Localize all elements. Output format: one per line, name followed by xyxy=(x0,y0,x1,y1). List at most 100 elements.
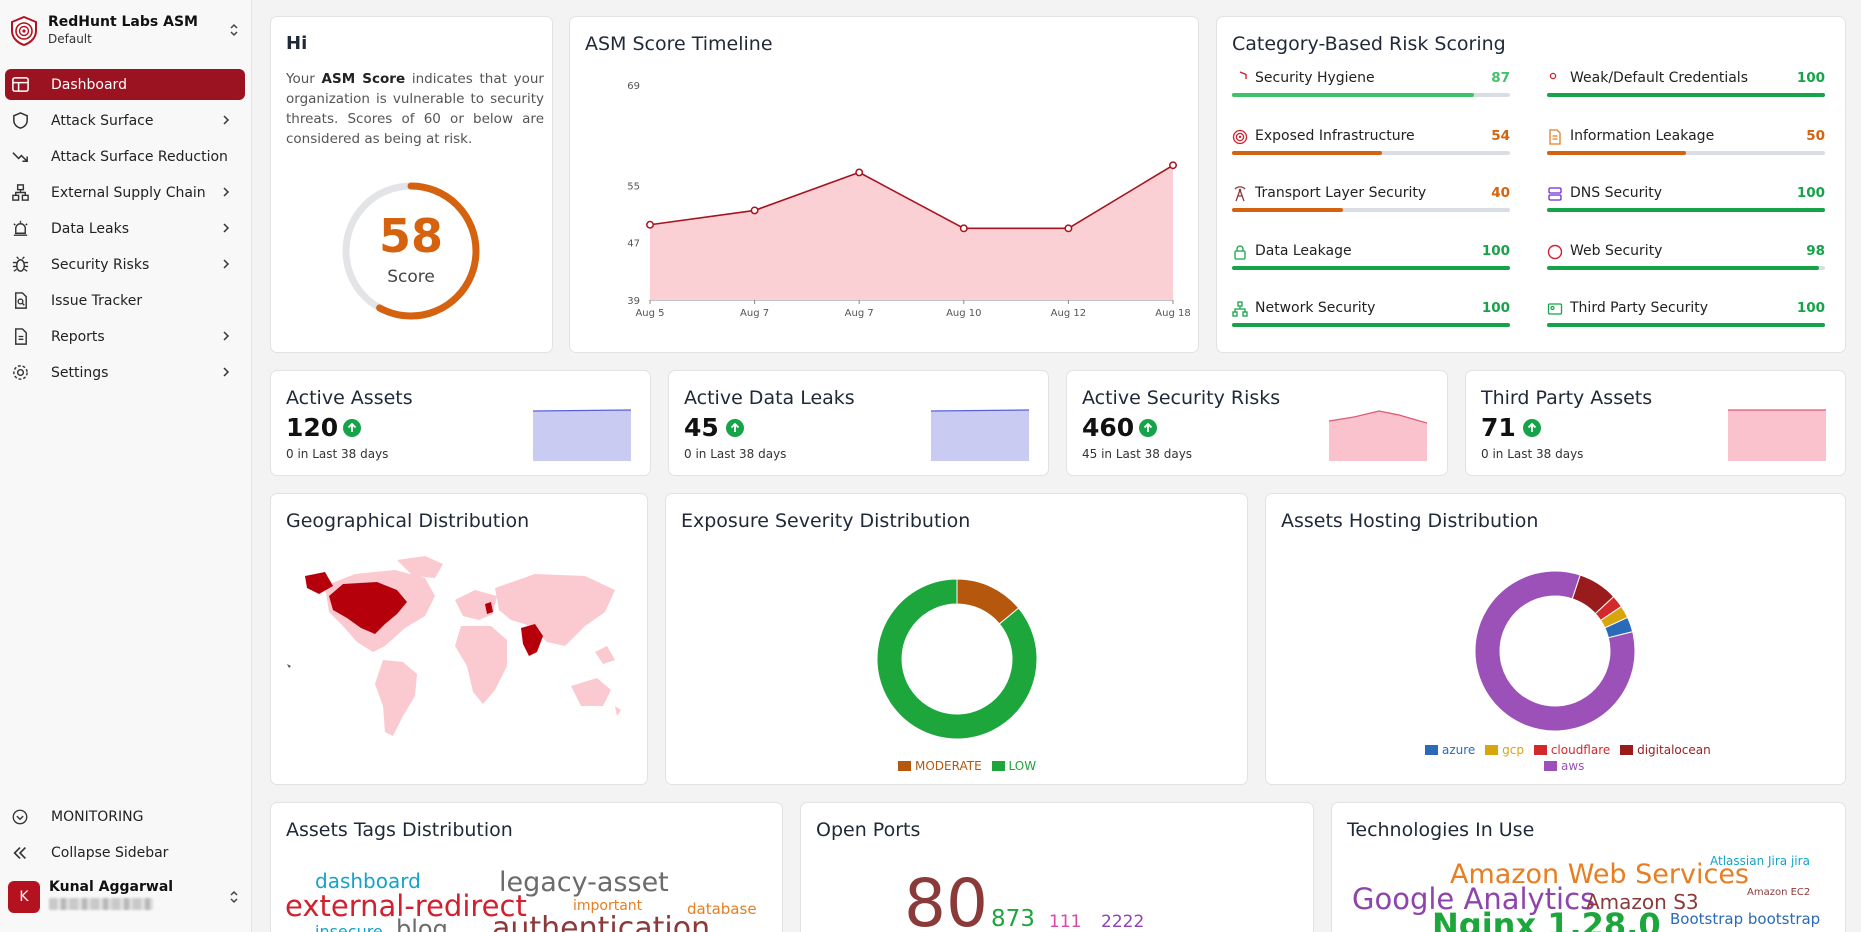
hosting-legend-row2: aws xyxy=(1544,759,1590,774)
sidebar-item-dashboard[interactable]: Dashboard xyxy=(5,69,245,100)
sparkline-area xyxy=(1728,410,1826,461)
network-icon xyxy=(1232,301,1248,317)
brand-name: RedHunt Labs ASM xyxy=(48,14,198,30)
tag-word[interactable]: authentication xyxy=(492,911,711,932)
tag-word[interactable]: external-redirect xyxy=(285,889,527,923)
tech-word[interactable]: Atlassian Jira jira xyxy=(1710,854,1810,868)
donut-slice-azure xyxy=(1604,616,1634,639)
exposure-severity-card: Exposure Severity Distribution MODERATE … xyxy=(665,493,1248,785)
sidebar-nav: Dashboard Attack Surface Attack Surface … xyxy=(5,69,245,393)
sidebar-item-data-leaks[interactable]: Data Leaks xyxy=(5,213,245,244)
gear-icon xyxy=(11,363,39,383)
stat-card-third-party-assets[interactable]: Third Party Assets 71 0 in Last 38 days xyxy=(1465,370,1846,476)
tech-word[interactable]: Amazon Web Services xyxy=(1450,859,1750,890)
stat-title: Active Data Leaks xyxy=(684,387,855,409)
risk-category-score: 40 xyxy=(1491,185,1510,201)
exposure-title: Exposure Severity Distribution xyxy=(681,510,971,532)
sidebar-item-label: Issue Tracker xyxy=(51,292,143,309)
port-word[interactable]: 111 xyxy=(1049,912,1082,932)
stat-card-active-data-leaks[interactable]: Active Data Leaks 45 0 in Last 38 days xyxy=(668,370,1049,476)
sidebar-item-attack-surface-reduction[interactable]: Attack Surface Reduction xyxy=(5,141,245,172)
risk-category-dns-security[interactable]: DNS Security 100 xyxy=(1547,184,1825,224)
timeline-title: ASM Score Timeline xyxy=(585,33,773,55)
stat-title: Active Security Risks xyxy=(1082,387,1281,409)
tag-word[interactable]: dashboard xyxy=(315,869,421,893)
risk-score-bar-fill xyxy=(1547,323,1825,327)
risk-category-information-leakage[interactable]: Information Leakage 50 xyxy=(1547,127,1825,167)
risk-category-web-security[interactable]: Web Security 98 xyxy=(1547,242,1825,282)
sidebar-item-security-risks[interactable]: Security Risks xyxy=(5,249,245,280)
collapse-sidebar-button[interactable]: Collapse Sidebar xyxy=(5,838,245,868)
sidebar-item-settings[interactable]: Settings xyxy=(5,357,245,388)
hi-card: Hi Your ASM Score indicates that your or… xyxy=(270,16,553,353)
legend-azure[interactable]: azure xyxy=(1425,743,1475,757)
chevron-right-icon xyxy=(223,223,230,233)
risk-category-score: 100 xyxy=(1481,300,1510,316)
legend-cloudflare[interactable]: cloudflare xyxy=(1533,743,1610,757)
chevron-right-icon xyxy=(223,259,230,269)
sidebar-item-reports[interactable]: Reports xyxy=(5,321,245,352)
x-tick-label: Aug 12 xyxy=(1051,308,1086,319)
arrow-up-icon xyxy=(343,419,361,437)
monitoring-label: MONITORING xyxy=(51,809,144,825)
risk-category-third-party-security[interactable]: Third Party Security 100 xyxy=(1547,299,1825,339)
port-word[interactable]: 80 xyxy=(904,865,988,932)
tag-word[interactable]: legacy-asset xyxy=(499,867,669,898)
hosting-legend: azure gcp cloudflare digitalocean xyxy=(1425,743,1711,758)
monitoring-icon xyxy=(11,807,39,827)
tag-word[interactable]: important xyxy=(573,898,643,914)
user-menu[interactable]: K Kunal Aggarwal xyxy=(8,879,244,915)
tag-word[interactable]: blog xyxy=(396,915,448,932)
legend-moderate[interactable]: MODERATE xyxy=(898,759,982,773)
timeline-point xyxy=(855,168,864,177)
port-word[interactable]: 873 xyxy=(991,906,1035,932)
legend-digitalocean[interactable]: digitalocean xyxy=(1620,743,1711,757)
sparkline-area xyxy=(533,410,631,461)
monitoring-toggle[interactable]: MONITORING xyxy=(5,802,245,832)
risk-category-score: 54 xyxy=(1491,127,1510,144)
risk-score-bar xyxy=(1547,208,1825,212)
risk-category-weak-default-credentials[interactable]: Weak/Default Credentials 100 xyxy=(1547,69,1825,109)
legend-gcp[interactable]: gcp xyxy=(1485,743,1524,757)
risk-category-exposed-infrastructure[interactable]: Exposed Infrastructure 54 xyxy=(1232,127,1510,167)
tag-word[interactable]: insecure xyxy=(315,922,383,932)
stat-subtext: 45 in Last 38 days xyxy=(1082,447,1193,461)
tech-word[interactable]: Amazon S3 xyxy=(1586,890,1699,914)
sidebar-item-issue-tracker[interactable]: Issue Tracker xyxy=(5,285,245,316)
risk-category-network-security[interactable]: Network Security 100 xyxy=(1232,299,1510,339)
workspace-switcher[interactable]: RedHunt Labs ASM Default xyxy=(8,14,244,48)
stat-card-active-security-risks[interactable]: Active Security Risks 460 45 in Last 38 da… xyxy=(1066,370,1448,476)
tag-word[interactable]: database xyxy=(687,900,757,918)
legend-low[interactable]: LOW xyxy=(991,759,1036,773)
port-word[interactable]: 2222 xyxy=(1101,912,1145,932)
risk-category-data-leakage[interactable]: Data Leakage 100 xyxy=(1232,242,1510,282)
chevron-right-icon xyxy=(223,367,230,377)
world-map[interactable] xyxy=(285,556,635,756)
risk-category-score: 100 xyxy=(1796,70,1825,86)
tech-word[interactable]: Amazon EC2 xyxy=(1747,887,1811,898)
sidebar-item-external-supply-chain[interactable]: External Supply Chain xyxy=(5,177,245,208)
stat-value: 45 xyxy=(684,413,719,442)
tech-word[interactable]: Nginx 1.28.0 xyxy=(1432,906,1661,932)
users-icon xyxy=(1549,72,1557,80)
tech-word[interactable]: Google Analytics xyxy=(1352,882,1596,916)
legend-aws[interactable]: aws xyxy=(1544,759,1584,773)
stat-card-active-assets[interactable]: Active Assets 120 0 in Last 38 days xyxy=(270,370,651,476)
stat-value: 120 xyxy=(286,413,339,442)
timeline-point xyxy=(1169,161,1177,170)
risk-category-transport-layer-security[interactable]: Transport Layer Security 40 xyxy=(1232,184,1510,224)
tech-title: Technologies In Use xyxy=(1347,819,1535,841)
risk-category-name: Data Leakage xyxy=(1255,242,1352,259)
lock-icon xyxy=(1234,244,1246,260)
stat-value: 460 xyxy=(1082,413,1135,442)
risk-score-bar xyxy=(1547,93,1825,97)
tech-word[interactable]: Bootstrap bootstrap xyxy=(1670,910,1821,928)
risk-category-score: 100 xyxy=(1796,185,1825,201)
risk-category-security-hygiene[interactable]: Security Hygiene 87 xyxy=(1232,69,1510,109)
sidebar-item-attack-surface[interactable]: Attack Surface xyxy=(5,105,245,136)
document-icon xyxy=(1549,128,1561,145)
risk-category-score: 98 xyxy=(1806,242,1825,259)
asm-score-timeline-card: ASM Score Timeline 39 47 55 69 Aug 5 Aug 7 Aug… xyxy=(569,16,1199,353)
risk-score-bar xyxy=(1232,150,1510,155)
chevrons-left-icon xyxy=(11,843,39,863)
